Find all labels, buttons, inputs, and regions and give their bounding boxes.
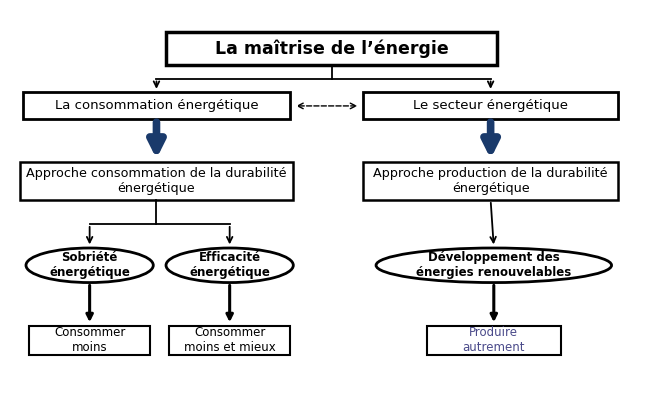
Ellipse shape: [26, 248, 153, 282]
FancyBboxPatch shape: [169, 326, 290, 354]
FancyBboxPatch shape: [363, 162, 618, 200]
Text: Approche production de la durabilité
énergétique: Approche production de la durabilité éne…: [373, 167, 608, 195]
FancyBboxPatch shape: [29, 326, 150, 354]
FancyBboxPatch shape: [20, 162, 293, 200]
FancyBboxPatch shape: [166, 32, 497, 65]
Ellipse shape: [166, 248, 293, 282]
Text: Le secteur énergétique: Le secteur énergétique: [413, 100, 568, 112]
Ellipse shape: [376, 248, 611, 282]
Text: La consommation énergétique: La consommation énergétique: [54, 100, 259, 112]
Text: Sobriété
énergétique: Sobriété énergétique: [49, 251, 130, 279]
Text: Produire
autrement: Produire autrement: [463, 326, 525, 354]
Text: La maîtrise de l’énergie: La maîtrise de l’énergie: [215, 39, 448, 58]
Text: Consommer
moins et mieux: Consommer moins et mieux: [184, 326, 276, 354]
FancyBboxPatch shape: [23, 92, 290, 119]
Text: Développement des
énergies renouvelables: Développement des énergies renouvelables: [416, 251, 572, 279]
Text: Approche consommation de la durabilité
énergétique: Approche consommation de la durabilité é…: [27, 167, 286, 195]
Text: Efficacité
énergétique: Efficacité énergétique: [189, 251, 270, 279]
FancyBboxPatch shape: [427, 326, 561, 354]
Text: Consommer
moins: Consommer moins: [54, 326, 125, 354]
FancyBboxPatch shape: [363, 92, 618, 119]
